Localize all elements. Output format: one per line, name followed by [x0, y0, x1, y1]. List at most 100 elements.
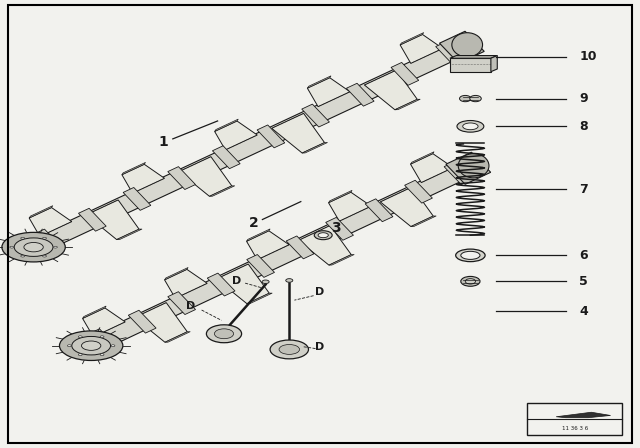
- Polygon shape: [19, 38, 474, 258]
- Ellipse shape: [463, 123, 478, 130]
- Polygon shape: [365, 199, 393, 222]
- Ellipse shape: [214, 329, 234, 339]
- Ellipse shape: [20, 237, 24, 239]
- Ellipse shape: [262, 280, 269, 284]
- Polygon shape: [246, 229, 270, 241]
- Polygon shape: [89, 329, 116, 352]
- Ellipse shape: [270, 340, 308, 359]
- Polygon shape: [207, 273, 235, 296]
- Ellipse shape: [111, 345, 115, 347]
- Polygon shape: [165, 332, 190, 342]
- Text: 3: 3: [331, 221, 341, 236]
- Polygon shape: [246, 231, 289, 260]
- Polygon shape: [128, 310, 156, 333]
- Polygon shape: [329, 254, 354, 265]
- Ellipse shape: [314, 231, 332, 240]
- Ellipse shape: [72, 336, 111, 355]
- Ellipse shape: [14, 238, 53, 256]
- Ellipse shape: [67, 345, 71, 347]
- Text: D: D: [316, 342, 324, 352]
- Ellipse shape: [100, 336, 104, 338]
- Polygon shape: [411, 216, 436, 227]
- Polygon shape: [391, 62, 419, 85]
- Polygon shape: [302, 142, 328, 153]
- Text: 8: 8: [579, 120, 588, 133]
- Polygon shape: [436, 42, 463, 65]
- Text: 1: 1: [158, 135, 168, 150]
- Polygon shape: [247, 293, 272, 304]
- Ellipse shape: [206, 325, 242, 343]
- Ellipse shape: [456, 249, 485, 262]
- Ellipse shape: [60, 331, 123, 361]
- Polygon shape: [134, 302, 188, 342]
- Ellipse shape: [461, 251, 480, 259]
- Ellipse shape: [20, 255, 24, 257]
- Polygon shape: [209, 186, 235, 196]
- Polygon shape: [212, 146, 240, 168]
- Polygon shape: [123, 187, 151, 210]
- Polygon shape: [346, 83, 374, 106]
- Polygon shape: [326, 217, 353, 240]
- Polygon shape: [164, 267, 188, 280]
- Polygon shape: [286, 236, 314, 259]
- Polygon shape: [179, 157, 232, 196]
- Text: 4: 4: [579, 305, 588, 318]
- Polygon shape: [122, 162, 145, 175]
- Polygon shape: [328, 190, 352, 202]
- Ellipse shape: [43, 255, 47, 257]
- Polygon shape: [247, 254, 275, 277]
- Polygon shape: [410, 154, 453, 183]
- Ellipse shape: [43, 237, 47, 239]
- Polygon shape: [404, 180, 433, 203]
- Polygon shape: [380, 187, 433, 227]
- Polygon shape: [164, 269, 207, 298]
- Polygon shape: [29, 206, 52, 218]
- Ellipse shape: [81, 341, 101, 350]
- Polygon shape: [307, 76, 331, 88]
- Text: D: D: [316, 287, 324, 297]
- Ellipse shape: [457, 121, 484, 132]
- Polygon shape: [214, 121, 257, 150]
- Text: 2: 2: [248, 215, 259, 230]
- Ellipse shape: [465, 279, 476, 284]
- Polygon shape: [168, 292, 196, 314]
- Polygon shape: [79, 208, 106, 231]
- Polygon shape: [328, 192, 371, 221]
- Polygon shape: [214, 119, 238, 131]
- Polygon shape: [116, 229, 142, 240]
- Polygon shape: [400, 33, 424, 45]
- Polygon shape: [122, 164, 164, 193]
- Polygon shape: [83, 308, 125, 337]
- Polygon shape: [444, 162, 472, 185]
- Ellipse shape: [452, 33, 483, 57]
- Polygon shape: [446, 152, 491, 184]
- Polygon shape: [301, 104, 330, 127]
- Ellipse shape: [470, 95, 481, 102]
- Polygon shape: [298, 225, 351, 265]
- Ellipse shape: [54, 246, 58, 248]
- Text: D: D: [186, 301, 195, 311]
- Ellipse shape: [78, 354, 82, 356]
- Polygon shape: [29, 207, 72, 237]
- Bar: [527, 403, 622, 435]
- Ellipse shape: [24, 242, 44, 252]
- Polygon shape: [440, 31, 484, 63]
- Ellipse shape: [2, 233, 65, 262]
- Ellipse shape: [10, 246, 13, 248]
- Polygon shape: [450, 58, 491, 72]
- Text: 7: 7: [579, 183, 588, 196]
- Ellipse shape: [286, 279, 293, 282]
- Ellipse shape: [461, 276, 480, 286]
- Ellipse shape: [458, 154, 489, 178]
- Text: 5: 5: [579, 275, 588, 288]
- Polygon shape: [364, 70, 417, 110]
- Polygon shape: [556, 412, 611, 418]
- Polygon shape: [168, 167, 195, 190]
- Text: 11 36 3 6: 11 36 3 6: [561, 426, 588, 431]
- Ellipse shape: [460, 95, 471, 102]
- Polygon shape: [34, 229, 61, 252]
- Polygon shape: [216, 264, 269, 304]
- Text: D: D: [232, 276, 241, 286]
- Text: 9: 9: [579, 92, 588, 105]
- Polygon shape: [400, 34, 443, 63]
